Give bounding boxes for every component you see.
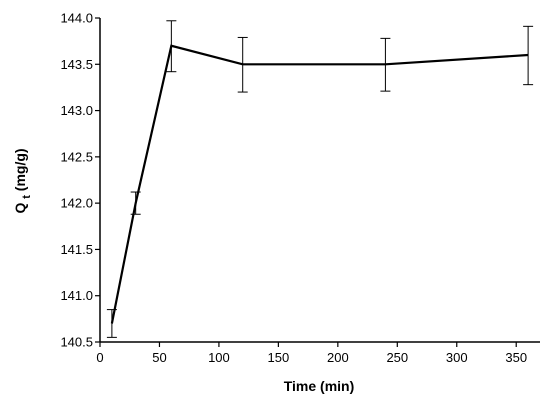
y-axis-title-unit: (mg/g) xyxy=(12,148,28,191)
y-tick-label: 143.0 xyxy=(60,103,93,118)
y-tick-label: 141.0 xyxy=(60,288,93,303)
y-tick-label: 142.5 xyxy=(60,149,93,164)
y-axis-title: Q t (mg/g) xyxy=(12,148,33,213)
y-axis-title-main: Q xyxy=(12,203,28,214)
x-tick-label: 150 xyxy=(268,350,290,365)
x-tick-label: 100 xyxy=(208,350,230,365)
y-tick-label: 143.5 xyxy=(60,57,93,72)
x-tick-label: 300 xyxy=(446,350,468,365)
y-tick-label: 141.5 xyxy=(60,242,93,257)
x-axis-title: Time (min) xyxy=(284,378,355,394)
x-tick-label: 50 xyxy=(152,350,166,365)
x-axis-ticks: 0 50 100 150 200 250 300 350 xyxy=(96,342,527,365)
error-bars xyxy=(106,20,534,338)
plot-area: 0 50 100 150 200 250 300 350 140.5 141.0 141.5 142… xyxy=(60,11,540,365)
x-tick-label: 0 xyxy=(96,350,103,365)
x-tick-label: 250 xyxy=(386,350,408,365)
y-tick-label: 142.0 xyxy=(60,196,93,211)
x-tick-label: 350 xyxy=(505,350,527,365)
x-tick-label: 200 xyxy=(327,350,349,365)
y-axis-title-subscript: t xyxy=(21,195,33,199)
y-tick-label: 140.5 xyxy=(60,335,93,350)
y-tick-label: 144.0 xyxy=(60,11,93,26)
y-axis-ticks: 140.5 141.0 141.5 142.0 142.5 143.0 143.5 144.0 xyxy=(60,11,100,350)
series-line xyxy=(110,44,529,324)
